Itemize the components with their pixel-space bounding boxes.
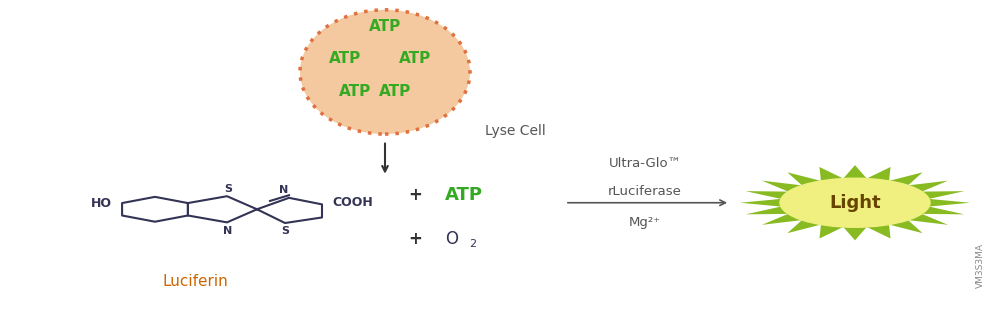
Text: S: S [224,183,232,194]
Text: 2: 2 [469,239,476,249]
Text: Light: Light [829,194,881,212]
Text: Lyse Cell: Lyse Cell [485,124,546,138]
Ellipse shape [300,10,470,134]
Polygon shape [740,165,970,240]
Text: ATP: ATP [329,51,361,66]
Text: Luciferin: Luciferin [162,274,228,289]
Circle shape [780,178,930,227]
Text: +: + [408,230,422,248]
Text: S: S [281,226,289,236]
Text: ATP: ATP [339,84,371,99]
Text: HO: HO [91,197,112,210]
Text: ATP: ATP [369,19,401,34]
Text: rLuciferase: rLuciferase [608,185,682,198]
Text: COOH: COOH [332,196,373,209]
Text: ATP: ATP [379,84,411,99]
Text: N: N [223,226,233,236]
Text: O: O [445,230,458,248]
Text: Mg²⁺: Mg²⁺ [629,216,661,229]
Text: +: + [408,185,422,204]
Text: ATP: ATP [399,51,431,66]
Text: VM3S3MA: VM3S3MA [976,243,985,288]
Text: N: N [279,184,289,195]
Text: Ultra-Glo™: Ultra-Glo™ [609,157,681,170]
Text: ATP: ATP [445,185,483,204]
